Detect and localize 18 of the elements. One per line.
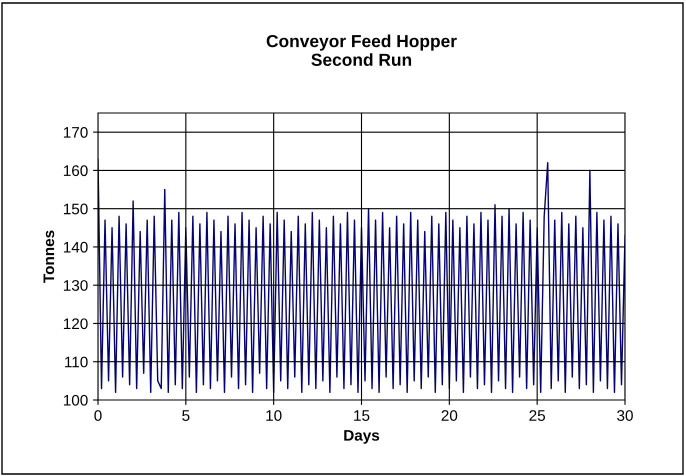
x-tick-label: 25 [529, 410, 546, 421]
y-tick-label: 160 [64, 165, 88, 176]
y-axis-title: Tonnes [44, 230, 54, 283]
x-tick-label: 10 [266, 410, 282, 421]
x-tick-label: 15 [354, 410, 370, 421]
y-tick-label: 120 [64, 318, 88, 330]
y-tick-label: 170 [64, 127, 88, 138]
y-tick-label: 150 [64, 204, 88, 214]
x-tick-label: 0 [94, 410, 102, 421]
x-tick-label: 20 [442, 410, 458, 421]
x-axis-title: Days [344, 430, 380, 444]
y-tick-label: 110 [65, 356, 88, 368]
y-tick-label: 130 [64, 280, 88, 291]
y-tick-label: 140 [64, 242, 88, 253]
x-tick-label: 5 [182, 410, 190, 421]
y-tick-label: 100 [64, 394, 88, 406]
x-tick-label: 30 [617, 410, 633, 421]
chart-title: Conveyor Feed Hopper Second Run [266, 34, 457, 66]
